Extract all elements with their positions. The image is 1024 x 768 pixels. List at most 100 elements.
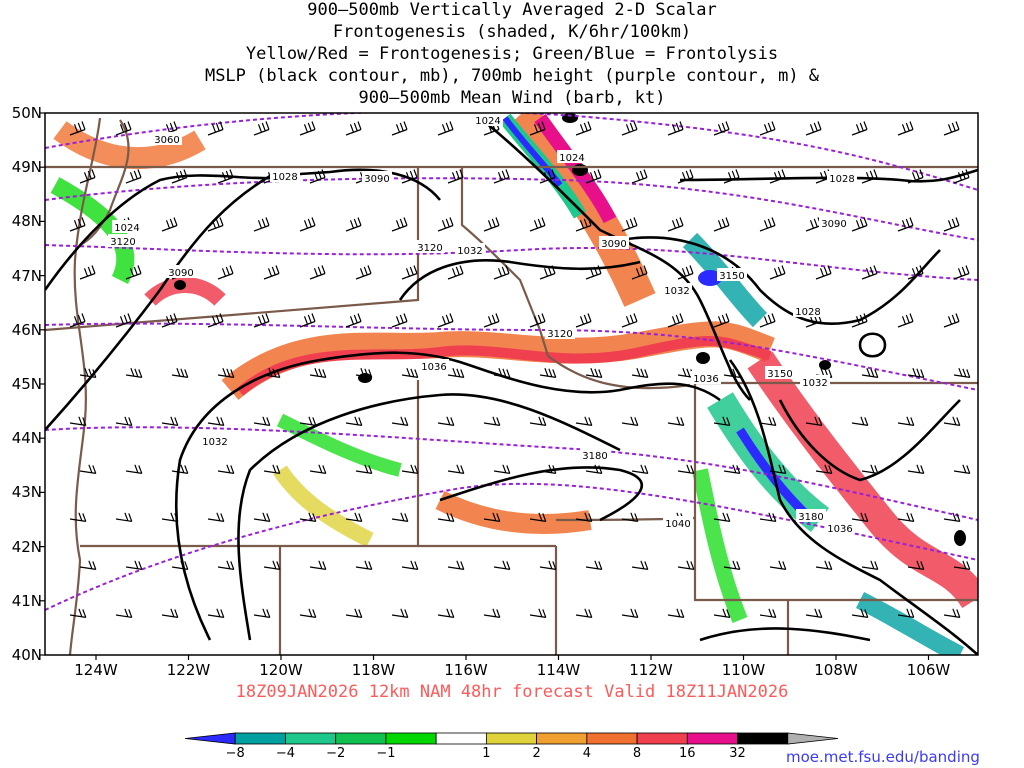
wind-barb [677,265,694,280]
colorbar-label: 8 [632,746,642,761]
wind-barb [79,265,96,280]
wind-barb [621,121,638,136]
wind-barb [345,416,363,426]
wind-barb [309,464,327,474]
contour-label-bg [270,169,300,182]
wind-barb [621,217,638,232]
wind-barb [805,313,822,328]
frontogenesis-band [221,321,775,401]
contour-label: 1032 [202,437,227,448]
latitude-label: 49N [11,158,42,177]
longitude-label: 106W [906,661,951,679]
wind-barb [69,313,86,328]
wind-barb [815,560,833,570]
wind-barb [299,217,316,232]
contour-label: 1040 [665,519,690,530]
wind-barb [391,217,408,232]
wind-barb [299,416,317,426]
wind-barb [897,416,915,426]
wind-barb [437,608,455,618]
border-line [45,167,420,332]
wind-barb [575,608,593,618]
wind-barb [345,313,362,328]
wind-barb [759,416,777,426]
wind-barb [263,464,281,474]
colorbar-swatch [686,732,738,745]
frontogenesis-maximum [358,373,372,383]
wind-barb [861,560,879,570]
height-contour [45,113,978,191]
frontolysis-band [855,591,965,655]
wind-barb [851,313,868,328]
height-contour [45,244,978,281]
colorbar-label: 16 [679,746,696,761]
wind-barb [345,512,363,522]
mslp-contour [679,168,978,183]
contour-label: 1032 [802,378,827,389]
longitude-label: 120W [259,661,303,679]
wind-barb [355,367,373,378]
wind-barb [539,169,556,184]
contour-label: 3090 [601,239,626,250]
wind-barb [667,608,685,618]
wind-barb [447,464,465,474]
colorbar-swatch [787,732,839,745]
wind-barb [759,313,776,328]
wind-barb [447,169,464,184]
coastline [79,119,130,246]
contour-label-bg [800,375,830,388]
wind-barb [953,464,971,474]
longitude-label: 114W [536,661,581,679]
wind-barb [529,608,547,618]
wind-barb [115,608,133,618]
valid-time-line: 18Z09JAN2026 12km NAM 48hr forecast Vali… [235,682,789,702]
wind-barb [401,367,419,378]
height-contour [45,177,978,241]
contour-label-bg [112,220,142,233]
wind-barb [805,416,823,426]
contour-label-bg [825,521,855,534]
wind-barb [79,560,97,570]
credit-url[interactable]: moe.met.fsu.edu/banding [786,748,980,766]
mslp-contour [237,393,621,641]
wind-barb [391,416,409,426]
wind-barb [299,512,317,522]
wind-barb [161,313,178,328]
wind-barb [493,367,511,378]
wind-barb [207,217,224,232]
wind-barb [667,313,684,328]
wind-barb [631,265,648,280]
contour-label-bg [419,359,449,372]
colorbar-swatch [184,732,236,745]
colorbar-swatch [586,732,638,745]
wind-barb [539,560,557,570]
contour-label-bg [793,304,823,317]
wind-barb [309,265,326,280]
wind-barb [769,464,787,474]
wind-barb [401,265,418,280]
contour-label: 1036 [827,524,852,535]
contour-label-bg [827,171,857,184]
contour-label: 1028 [272,172,297,183]
height-contour [45,322,978,391]
frontogenesis-shading [50,113,978,655]
wind-barb [217,464,235,474]
wind-barb [943,416,961,426]
wind-barb [585,169,602,184]
wind-barb [861,464,879,474]
wind-barb [161,608,179,618]
wind-barb [309,367,327,378]
wind-barb [861,367,879,378]
wind-barb [161,512,179,522]
wind-barb [575,217,592,232]
wind-barb [125,265,142,280]
contour-label-bg [200,434,230,447]
wind-barb [483,608,501,618]
colorbar-label: −8 [225,746,245,761]
colorbar-label: 4 [582,746,591,761]
wind-barb [401,464,419,474]
wind-barb [713,313,730,328]
wind-barb [631,464,649,474]
mslp-contour [728,359,978,655]
wind-barb [207,313,224,328]
